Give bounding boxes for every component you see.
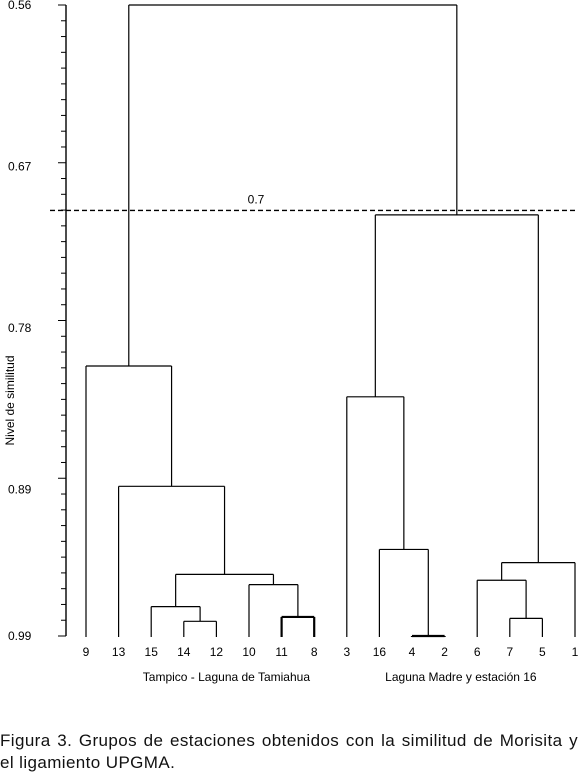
leaf-label: 3: [343, 645, 350, 659]
dendrogram-figure: 0.56 0.67 0.78 0.89 0.99 Nivel de similitud 0…: [3, 0, 579, 684]
y-axis-title: Nivel de similitud: [3, 355, 17, 445]
y-tick-label: 0.78: [8, 321, 32, 335]
group-label: Tampico - Laguna de Tamiahua: [143, 670, 311, 684]
leaf-label: 5: [539, 645, 546, 659]
leaf-label: 11: [275, 645, 288, 659]
leaf-label: 4: [409, 645, 416, 659]
leaf-label: 2: [441, 645, 448, 659]
leaf-label: 15: [145, 645, 159, 659]
leaf-label: 16: [373, 645, 387, 659]
leaf-label: 1: [572, 645, 579, 659]
group-label: Laguna Madre y estación 16: [385, 670, 537, 684]
leaf-label: 8: [311, 645, 318, 659]
leaf-label: 7: [506, 645, 513, 659]
leaf-label: 9: [83, 645, 90, 659]
cut-line-label: 0.7: [248, 192, 265, 206]
leaf-label: 14: [177, 645, 191, 659]
y-tick-label: 0.89: [8, 482, 32, 496]
figure-caption: Figura 3. Grupos de estaciones obtenidos…: [0, 731, 578, 772]
leaf-label: 13: [112, 645, 126, 659]
y-tick-label: 0.56: [8, 0, 32, 12]
y-tick-label: 0.99: [8, 629, 32, 643]
y-tick-label: 0.67: [8, 159, 32, 173]
leaf-label: 12: [210, 645, 224, 659]
leaf-label: 10: [242, 645, 256, 659]
leaf-label: 6: [474, 645, 481, 659]
